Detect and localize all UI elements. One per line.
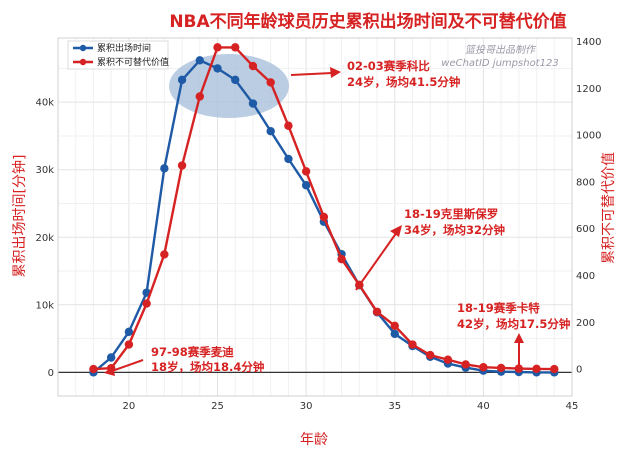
annotation-carter: 18-19赛季卡特 42岁，场均17.5分钟 bbox=[457, 301, 570, 366]
plot-frame bbox=[57, 37, 573, 397]
y-left-tick-label: 0 bbox=[48, 368, 54, 379]
annotation-carter-line-2: 42岁，场均17.5分钟 bbox=[457, 317, 570, 331]
data-point-value bbox=[160, 250, 169, 259]
x-tick-label: 30 bbox=[300, 401, 313, 412]
data-point-value bbox=[532, 364, 541, 374]
data-point-value bbox=[479, 363, 488, 372]
annotation-carter-arrowhead bbox=[514, 333, 524, 343]
data-point-value bbox=[319, 212, 329, 222]
legend-marker-value bbox=[79, 58, 87, 66]
data-point-value bbox=[142, 299, 151, 308]
y-left-tick-label: 20k bbox=[35, 233, 54, 244]
data-point-value bbox=[372, 307, 382, 316]
annotation-paul-line-1: 18-19克里斯保罗 bbox=[404, 207, 498, 221]
annotation-kobe-line-2: 24岁，场均41.5分钟 bbox=[347, 75, 460, 89]
y-right-tick-label: 800 bbox=[576, 177, 595, 188]
data-point-minutes bbox=[248, 99, 258, 108]
y-right-tick-label: 600 bbox=[576, 224, 595, 235]
annotation-mcgrady-line-1: 97-98赛季麦迪 bbox=[151, 345, 234, 359]
y-left-tick-label: 30k bbox=[35, 165, 54, 176]
x-axis-title: 年龄 bbox=[300, 432, 328, 448]
data-point-value bbox=[89, 364, 98, 374]
data-point-minutes bbox=[390, 329, 399, 339]
data-point-value bbox=[337, 254, 346, 264]
data-point-value bbox=[213, 43, 222, 52]
data-point-minutes bbox=[195, 56, 204, 65]
data-point-minutes bbox=[106, 353, 116, 362]
y-right-axis-title: 累积不可替代价值 bbox=[601, 152, 617, 264]
ticks: 20 25 30 35 40 45 0 10k 20k 30k 40k 0 200 400 600 800 10… bbox=[35, 37, 601, 412]
data-point-value bbox=[266, 78, 275, 87]
data-point-minutes bbox=[177, 75, 187, 85]
watermark-line-1: 篮投哥出品制作 bbox=[465, 44, 537, 56]
data-point-value bbox=[408, 340, 417, 349]
data-point-minutes bbox=[160, 164, 169, 173]
annotation-paul-arrowhead bbox=[390, 225, 402, 237]
x-tick-label: 25 bbox=[211, 401, 224, 412]
y-left-tick-label: 40k bbox=[35, 98, 54, 109]
data-point-value bbox=[195, 92, 204, 101]
annotation-kobe-line-1: 02-03赛季科比 bbox=[347, 59, 430, 73]
annotation-kobe-arrowhead bbox=[330, 67, 341, 78]
y-right-tick-label: 0 bbox=[576, 365, 582, 376]
data-point-minutes bbox=[266, 127, 275, 136]
data-point-minutes bbox=[301, 181, 311, 190]
data-point-value bbox=[461, 360, 470, 369]
data-point-minutes bbox=[284, 154, 293, 164]
legend-label-value: 累积不可替代价值 bbox=[97, 56, 169, 68]
annotation-kobe-arrow bbox=[290, 72, 333, 76]
y-left-axis-title: 累积出场时间[分钟] bbox=[11, 155, 28, 278]
y-right-tick-label: 1000 bbox=[576, 131, 601, 142]
x-tick-label: 40 bbox=[477, 401, 490, 412]
data-point-value bbox=[514, 364, 524, 373]
annotation-mcgrady-line-2: 18岁，场均18.4分钟 bbox=[151, 360, 264, 374]
y-right-tick-label: 1400 bbox=[576, 37, 601, 48]
legend-label-minutes: 累积出场时间 bbox=[97, 42, 151, 54]
y-right-tick-label: 1200 bbox=[576, 84, 601, 95]
annotation-kobe: 02-03赛季科比 24岁，场均41.5分钟 bbox=[290, 59, 460, 89]
watermark-line-2: weChatID jumpshot123 bbox=[441, 58, 558, 69]
y-right-tick-label: 200 bbox=[576, 318, 595, 329]
annotation-mcgrady: 97-98赛季麦迪 18岁，场均18.4分钟 bbox=[104, 345, 264, 376]
annotation-carter-line-1: 18-19赛季卡特 bbox=[457, 301, 540, 315]
data-point-value bbox=[550, 364, 559, 374]
series-layer bbox=[89, 43, 559, 377]
data-point-value bbox=[390, 321, 399, 331]
data-point-value bbox=[426, 350, 435, 360]
data-point-minutes bbox=[213, 64, 222, 73]
chart-title: NBA不同年龄球员历史累积出场时间及不可替代价值 bbox=[169, 11, 566, 32]
legend-marker-minutes bbox=[79, 44, 87, 52]
y-right-tick-label: 400 bbox=[576, 271, 595, 282]
data-point-value bbox=[496, 363, 506, 373]
x-tick-label: 35 bbox=[388, 401, 401, 412]
annotation-mcgrady-arrow bbox=[111, 359, 144, 372]
data-point-value bbox=[231, 43, 240, 52]
data-point-value bbox=[443, 355, 453, 364]
data-point-minutes bbox=[124, 327, 134, 337]
data-point-value bbox=[284, 121, 293, 130]
legend: 累积出场时间 累积不可替代价值 bbox=[67, 40, 169, 70]
data-point-minutes bbox=[231, 75, 240, 85]
data-point-value bbox=[248, 61, 258, 71]
data-point-value bbox=[177, 161, 187, 170]
annotation-mcgrady-arrowhead bbox=[104, 366, 115, 376]
data-point-value bbox=[301, 167, 311, 176]
annotation-paul-line-2: 34岁，场均32分钟 bbox=[404, 223, 505, 237]
data-point-value bbox=[124, 340, 134, 349]
x-tick-label: 45 bbox=[566, 401, 579, 412]
y-left-tick-label: 10k bbox=[35, 300, 54, 311]
annotation-paul: 18-19克里斯保罗 34岁，场均32分钟 bbox=[355, 207, 505, 291]
annotation-paul-arrow bbox=[355, 231, 398, 291]
x-tick-label: 20 bbox=[123, 401, 136, 412]
